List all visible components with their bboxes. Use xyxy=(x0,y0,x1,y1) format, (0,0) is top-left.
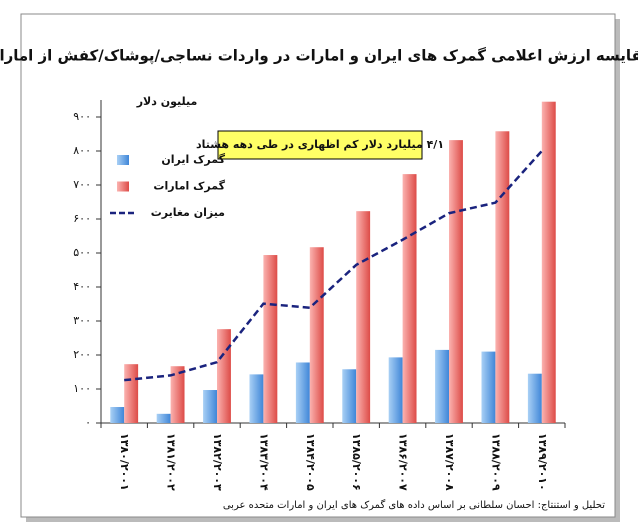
bar xyxy=(156,413,171,423)
x-tick-label: ۱۳۸۲/۲۰۰۳ xyxy=(211,433,224,491)
bar xyxy=(388,357,403,423)
bar xyxy=(435,349,449,423)
x-tick-label: ۱۳۸۰/۲۰۰۱ xyxy=(118,433,131,491)
bar xyxy=(481,351,496,423)
y-tick-label: ۵۰۰ xyxy=(73,246,91,259)
annotation-box xyxy=(217,130,423,160)
bar xyxy=(495,131,510,423)
x-tick-label: ۱۳۸۶/۲۰۰۷ xyxy=(397,433,410,491)
y-tick-label: ۲۰۰ xyxy=(73,348,91,361)
y-tick-label: ۱۰۰ xyxy=(73,382,91,395)
line xyxy=(124,150,543,382)
bar xyxy=(402,174,417,423)
x-tick-label: ۱۳۸۸/۲۰۰۹ xyxy=(489,433,502,491)
legend-label: گمرک امارات xyxy=(153,180,225,193)
y-tick-label: ۴۰۰ xyxy=(73,280,91,293)
bar xyxy=(295,362,310,423)
x-tick-label: ۱۳۸۷/۲۰۰۸ xyxy=(443,433,456,491)
bar xyxy=(342,369,357,423)
annotation: ۴/۱ میلیارد دلار کم اظهاری در طی دهه هشت… xyxy=(196,138,444,151)
bar xyxy=(527,373,542,423)
y-tick-label: ۶۰۰ xyxy=(73,212,91,225)
bar xyxy=(309,247,324,423)
x-tick-label: ۱۳۸۹/۲۰۱۰ xyxy=(536,433,549,491)
x-tick-label: ۱۳۸۳/۲۰۰۴ xyxy=(257,433,270,491)
bar xyxy=(356,211,371,423)
x-tick-label: ۱۳۸۴/۲۰۰۵ xyxy=(304,433,317,491)
y-tick-label: ۷۰۰ xyxy=(73,178,91,191)
legend-swatch xyxy=(117,181,129,192)
y-tick-label: ۰ xyxy=(85,416,91,429)
legend-label: میزان مغایرت xyxy=(151,206,225,219)
y-tick-label: ۳۰۰ xyxy=(73,314,91,327)
bar xyxy=(249,374,264,423)
bar xyxy=(124,364,139,423)
bar xyxy=(263,255,278,423)
bar xyxy=(449,140,463,423)
y-tick-label: ۸۰۰ xyxy=(73,144,91,157)
x-tick-label: ۱۳۸۱/۲۰۰۲ xyxy=(165,433,178,491)
bar xyxy=(203,390,217,423)
y-tick-label: ۹۰۰ xyxy=(73,110,91,123)
bar xyxy=(110,407,125,423)
legend-label: گمرک ایران xyxy=(161,153,225,166)
chart-title: مقایسه ارزش اعلامی گمرک های ایران و امار… xyxy=(0,47,638,66)
legend-swatch xyxy=(117,155,129,165)
y-axis-label: میلیون دلار xyxy=(136,95,198,108)
x-tick-label: ۱۳۸۵/۲۰۰۶ xyxy=(350,433,363,491)
bar xyxy=(217,329,231,423)
bar xyxy=(541,101,556,423)
bar xyxy=(170,366,185,423)
footer: تحلیل و استنتاج: احسان سلطانی بر اساس دا… xyxy=(223,499,605,511)
